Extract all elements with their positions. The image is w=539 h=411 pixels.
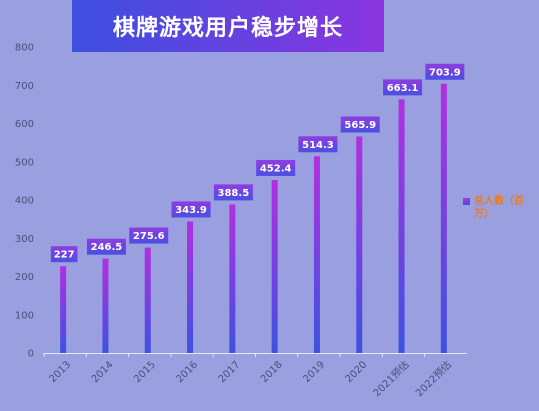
data-label: 343.9 [175, 205, 207, 216]
bar [440, 83, 447, 354]
bar [60, 266, 67, 353]
bar-series [60, 83, 447, 354]
x-tick-label: 2017 [217, 359, 243, 385]
bar [229, 204, 236, 353]
x-tick-label: 2018 [259, 359, 285, 385]
data-label-box [383, 79, 423, 96]
y-tick-label: 400 [15, 196, 34, 207]
data-label: 246.5 [91, 242, 123, 253]
legend: 总人数（百万） [463, 195, 537, 221]
chart-title-banner: 棋牌游戏用户稳步增长 [72, 0, 384, 52]
data-label-box [86, 238, 126, 255]
x-axis: 2013 2014 2015 2016 2017 2018 2019 2020 2021预估 20… [43, 353, 467, 399]
data-label: 388.5 [218, 188, 250, 199]
x-tick-label: 2014 [90, 359, 116, 385]
bar [356, 136, 363, 353]
data-label-box [213, 184, 253, 201]
y-tick-label: 300 [15, 234, 34, 245]
x-tick-label: 2020 [344, 359, 370, 385]
bar [398, 99, 405, 353]
x-tick-label: 2019 [301, 359, 327, 385]
chart-title: 棋牌游戏用户稳步增长 [112, 16, 343, 41]
x-tick-label: 2015 [132, 359, 158, 385]
y-tick-label: 700 [15, 81, 34, 92]
x-tick-label: 2021预估 [370, 358, 411, 399]
data-label-box [129, 227, 169, 244]
data-label: 275.6 [133, 231, 165, 242]
data-label: 663.1 [387, 83, 419, 94]
legend-label: 总人数（百万） [474, 196, 524, 220]
data-label-box [425, 63, 465, 80]
data-label: 703.9 [429, 67, 461, 78]
x-tick-label: 2016 [174, 359, 200, 385]
data-label: 565.9 [344, 120, 376, 131]
y-tick-label: 600 [15, 119, 34, 130]
y-tick-label: 500 [15, 157, 34, 168]
y-tick-label: 800 [15, 43, 34, 54]
data-label-box [340, 116, 380, 133]
bar [187, 221, 194, 353]
bar [144, 247, 151, 353]
data-label: 227 [54, 250, 75, 261]
data-label-box [171, 201, 211, 218]
data-label: 514.3 [302, 140, 334, 151]
x-tick-label: 2022预估 [413, 358, 454, 399]
data-label-box [298, 136, 338, 153]
x-tick-label: 2013 [47, 359, 73, 385]
data-label-box [256, 159, 296, 176]
data-labels: 227 246.5 275.6 343.9 388.5 452.4 514.3 565.9 66… [50, 63, 465, 263]
legend-swatch [463, 198, 470, 205]
y-tick-label: 200 [15, 272, 34, 283]
y-tick-label: 0 [28, 349, 34, 360]
bar [313, 156, 320, 353]
data-label: 452.4 [260, 163, 292, 174]
bar [102, 258, 109, 353]
bar [271, 179, 278, 353]
y-tick-label: 100 [15, 310, 34, 321]
data-label-box [50, 246, 78, 263]
y-axis: 0 100 200 300 400 500 600 700 800 [15, 43, 34, 360]
